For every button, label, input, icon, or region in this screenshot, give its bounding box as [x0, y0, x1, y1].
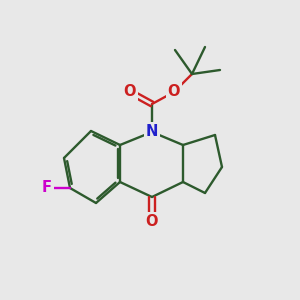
- Text: O: O: [146, 214, 158, 230]
- Text: N: N: [146, 124, 158, 140]
- Text: O: O: [124, 85, 136, 100]
- Text: O: O: [168, 85, 180, 100]
- Text: F: F: [42, 181, 52, 196]
